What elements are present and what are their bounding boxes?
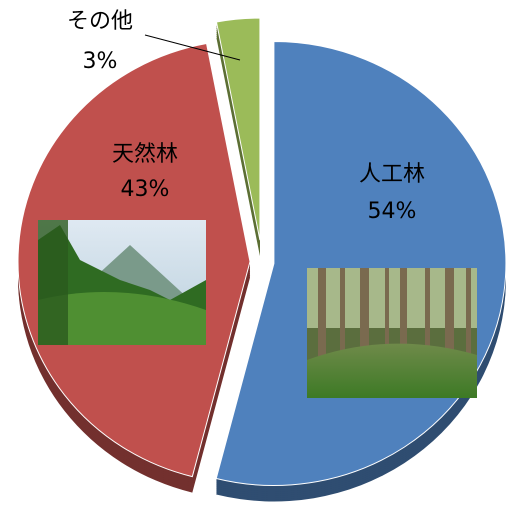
slice: [215, 17, 261, 241]
plantation-forest-photo: [307, 268, 477, 398]
category-label: 人工林: [359, 162, 425, 187]
category-label: 天然林: [112, 142, 178, 167]
value-label: 3%: [83, 49, 118, 74]
photos: [38, 220, 477, 398]
natural-forest-photo: [38, 220, 206, 345]
leader-line: [144, 34, 241, 61]
category-label: その他: [67, 9, 133, 34]
value-label: 43%: [121, 177, 170, 202]
value-label: 54%: [368, 199, 417, 224]
